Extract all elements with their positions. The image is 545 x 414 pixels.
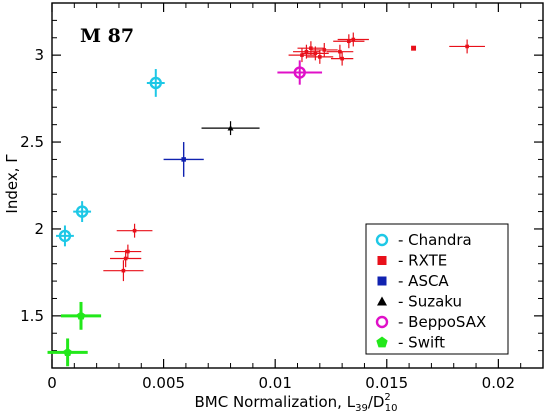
x-axis-title-main: BMC Normalization, L (194, 393, 355, 411)
legend-label: - RXTE (398, 252, 447, 270)
legend-entry: - RXTE (377, 252, 447, 270)
marker-square (465, 44, 469, 49)
marker-square (318, 55, 322, 59)
data-point (411, 45, 417, 51)
x-axis-title-sup: 2 (384, 392, 390, 403)
data-point (306, 49, 334, 64)
data-point (116, 223, 153, 238)
legend-box (365, 223, 509, 355)
series-group (277, 60, 323, 85)
legend-label: - BeppoSAX (398, 313, 486, 331)
series-group (163, 142, 204, 177)
legend-label: - ASCA (398, 272, 449, 290)
marker-square (411, 45, 417, 51)
marker-square (313, 51, 318, 56)
x-tick-label: 0.02 (482, 374, 515, 392)
data-point (337, 32, 369, 47)
marker-square (304, 49, 309, 54)
data-points (47, 32, 485, 367)
y-axis-title: Index, Γ (3, 154, 21, 214)
data-point (326, 44, 354, 59)
marker-square (377, 256, 387, 265)
marker-square (132, 228, 137, 233)
marker-triangle (227, 125, 234, 131)
axis-ticks (51, 3, 543, 368)
marker-open-circle (58, 229, 72, 243)
marker-open-circle (75, 205, 89, 218)
marker-square (340, 56, 344, 61)
marker-square (347, 39, 351, 44)
x-tick-label: 0 (47, 374, 57, 392)
marker-pentagon (63, 347, 72, 356)
axis-tick-labels: 0 0.005 0.01 0.015 0.02 1.5 2 2.5 3 (20, 46, 515, 392)
marker-open-circle (375, 315, 389, 329)
x-axis-title-mid: /D (368, 393, 385, 411)
marker-square (181, 157, 186, 162)
legend-entry: - Chandra (375, 231, 472, 249)
marker-triangle (377, 296, 387, 306)
series-group (56, 69, 165, 247)
legend: - Chandra - RXTE - ASCA - Suzaku - BeppoSAX -… (365, 223, 509, 355)
series-group (47, 301, 102, 367)
data-point (449, 39, 485, 54)
data-point (114, 244, 142, 259)
x-axis-title-sub1: 39 (355, 403, 368, 414)
data-point (146, 69, 165, 97)
data-point (288, 48, 316, 63)
data-point (103, 260, 144, 282)
legend-label: - Chandra (398, 231, 472, 249)
marker-pentagon (76, 311, 86, 320)
legend-entry: - Swift (376, 334, 445, 352)
x-axis-title: BMC Normalization, L39/D2 10 (194, 392, 397, 414)
x-tick-label: 0.01 (258, 374, 291, 392)
legend-label: - Suzaku (398, 293, 462, 311)
marker-square (126, 249, 130, 254)
marker-open-circle (375, 233, 389, 247)
y-tick-label: 3 (34, 46, 44, 64)
legend-entry: - Suzaku (377, 293, 462, 311)
x-tick-label: 0.005 (142, 374, 185, 392)
marker-open-circle (293, 66, 306, 79)
chart-title: M 87 (80, 25, 134, 47)
legend-label: - Swift (398, 334, 445, 352)
y-tick-label: 2 (34, 220, 44, 238)
data-point (330, 51, 354, 66)
marker-square (309, 46, 313, 50)
legend-items: - Chandra - RXTE - ASCA - Suzaku - BeppoSAX -… (375, 231, 486, 352)
legend-entry: - BeppoSAX (375, 313, 486, 331)
data-point (201, 121, 260, 136)
data-point (110, 249, 142, 268)
data-point (333, 34, 365, 49)
data-point (60, 301, 102, 330)
marker-pentagon (376, 336, 388, 348)
x-tick-label: 0.015 (365, 374, 408, 392)
x-axis-title-sub2: 10 (385, 403, 398, 414)
data-point (56, 225, 74, 247)
data-point (73, 201, 92, 222)
legend-entry: - ASCA (377, 272, 449, 290)
y-tick-label: 2.5 (20, 133, 44, 151)
marker-square (338, 49, 342, 54)
marker-square (300, 53, 304, 57)
series-group (103, 32, 485, 282)
data-point (277, 60, 323, 85)
marker-square (322, 48, 327, 52)
marker-square (121, 268, 126, 273)
data-point (47, 338, 88, 367)
marker-square (351, 37, 356, 42)
marker-open-circle (149, 76, 162, 90)
y-tick-label: 1.5 (20, 307, 44, 325)
marker-square (377, 276, 387, 286)
marker-square (123, 256, 128, 261)
data-point (163, 142, 204, 177)
series-group (201, 121, 260, 136)
